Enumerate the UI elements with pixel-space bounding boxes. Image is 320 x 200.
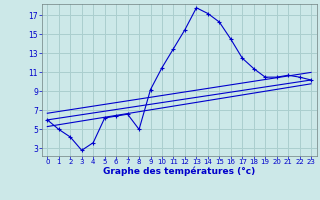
X-axis label: Graphe des températures (°c): Graphe des températures (°c) (103, 167, 255, 176)
